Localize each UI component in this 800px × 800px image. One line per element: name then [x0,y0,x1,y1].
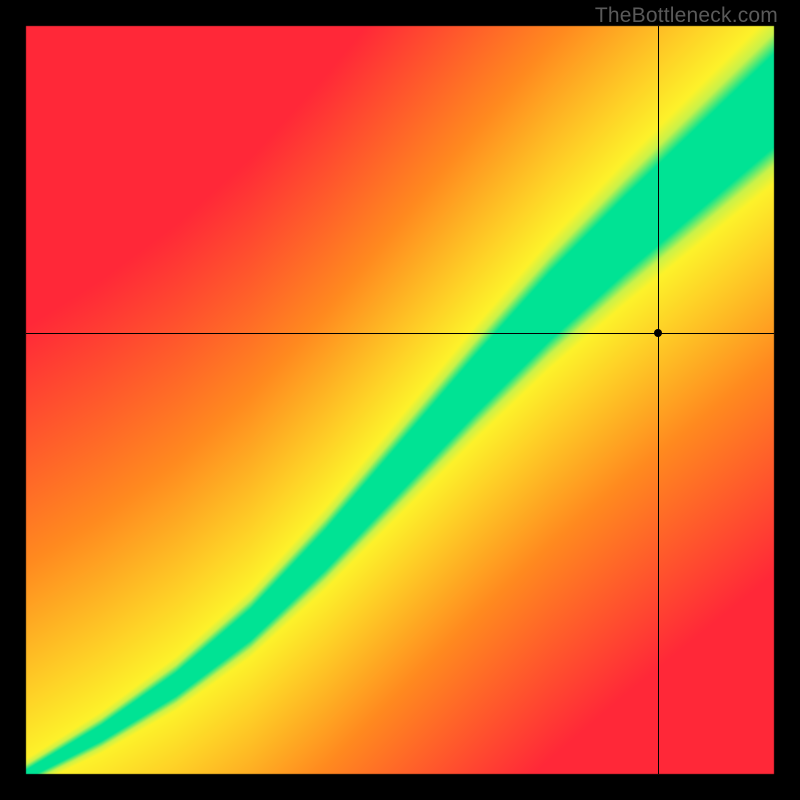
bottleneck-heatmap [0,0,800,800]
crosshair-marker-dot [654,329,662,337]
crosshair-vertical [658,26,659,774]
watermark-label: TheBottleneck.com [595,4,778,28]
chart-container: TheBottleneck.com [0,0,800,800]
